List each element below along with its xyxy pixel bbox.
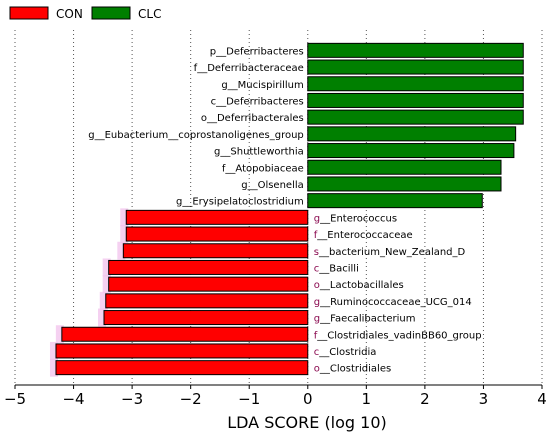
bar	[307, 59, 524, 75]
bar	[307, 159, 502, 175]
bar-label: o__Lactobacillales	[314, 280, 404, 291]
x-tick-label: −4	[62, 390, 84, 408]
bar-label: o__Deferribacterales	[201, 113, 304, 124]
bar	[108, 276, 309, 292]
legend-label: CLC	[138, 7, 161, 21]
legend-label: CON	[56, 7, 83, 21]
legend: CON CLC	[9, 6, 161, 21]
bar-glow	[49, 358, 58, 377]
label-layer: p__Deferribacteres f__Deferribacteraceaeg…	[88, 46, 481, 374]
x-tick-label: 4	[537, 390, 547, 408]
bar	[125, 209, 309, 225]
bar	[103, 310, 309, 326]
x-tick-label: −5	[4, 390, 26, 408]
bar-label: f__Atopobiaceae	[222, 163, 304, 174]
x-axis-title: LDA SCORE (log 10)	[227, 413, 387, 432]
legend-swatch	[9, 6, 49, 20]
bar	[55, 360, 309, 376]
bar-label: f__Deferribacteraceae	[194, 63, 304, 74]
bar-glow	[99, 291, 108, 310]
bar-glow	[120, 225, 129, 244]
bar	[61, 326, 309, 342]
bar-label: g__Enterococcus	[314, 213, 397, 224]
legend-swatch	[91, 6, 131, 20]
bar-label: f__Clostridiales_vadinBB60_group	[314, 330, 482, 341]
bar-label: s__bacterium_New_Zealand_D	[314, 247, 466, 258]
x-tick-label: 3	[479, 390, 489, 408]
bar	[108, 259, 309, 275]
bar	[307, 42, 524, 58]
bar	[307, 193, 483, 209]
bar	[307, 126, 517, 142]
bar-label: c__Bacilli	[314, 263, 359, 274]
bar	[55, 343, 309, 359]
bar-glow	[55, 325, 64, 344]
bar-label: c__Deferribacteres	[211, 96, 304, 107]
x-tick-label: −2	[180, 390, 202, 408]
x-tick-label: 0	[303, 390, 313, 408]
bar-label: g__Ruminococcaceae_UCG_014	[314, 297, 472, 308]
bar-label: p__Deferribacteres	[210, 46, 304, 57]
bar	[125, 226, 309, 242]
bar	[307, 76, 524, 92]
bar	[307, 109, 524, 125]
bar-glow	[117, 241, 126, 260]
bar	[307, 143, 515, 159]
bar-glow	[102, 275, 111, 294]
bar-label: o__Clostridiales	[314, 364, 391, 375]
bar-label: g__Olsenella	[241, 180, 304, 191]
bar-glow	[120, 208, 129, 227]
bar	[105, 293, 309, 309]
x-tick-label: −1	[238, 390, 260, 408]
bar-label: f__Enterococcaceae	[314, 230, 413, 241]
x-tick-label: 1	[362, 390, 372, 408]
x-tick-label: 2	[420, 390, 430, 408]
bar-glow	[98, 308, 107, 327]
bar	[122, 243, 309, 259]
bar-label: g__Erysipelatoclostridium	[176, 197, 304, 208]
bar	[307, 176, 502, 192]
bar-label: g__Faecalibacterium	[314, 314, 416, 325]
bar	[307, 92, 524, 108]
bar-label: g__Shuttleworthia	[214, 147, 304, 158]
x-axis: −5 −4 −3 −2 −1 0 1 2 3 4	[4, 384, 547, 408]
bar-glow	[102, 258, 111, 277]
bar-glow	[49, 341, 58, 360]
x-tick-label: −3	[121, 390, 143, 408]
bar-label: c__Clostridia	[314, 347, 377, 358]
bar-label: g__Mucispirillum	[221, 80, 303, 91]
bar-layer	[49, 42, 524, 377]
bar-label: g__Eubacterium__coprostanoligenes_group	[88, 130, 304, 141]
